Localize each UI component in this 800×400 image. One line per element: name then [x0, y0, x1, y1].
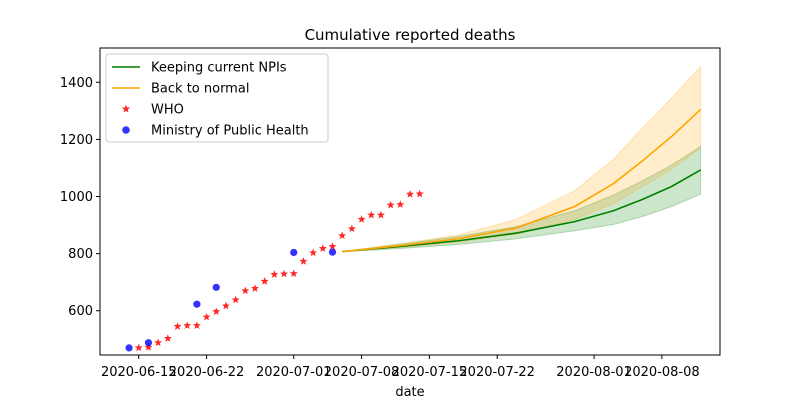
point-who — [251, 284, 259, 292]
x-tick-label: 2020-08-01 — [556, 365, 632, 380]
point-who — [406, 190, 414, 198]
y-tick-label: 800 — [68, 247, 93, 262]
point-who — [396, 200, 405, 208]
point-who — [415, 189, 424, 198]
x-tick-label: 2020-06-15 — [101, 365, 177, 380]
point-who — [328, 242, 337, 250]
x-tick-label: 2020-07-08 — [324, 365, 400, 380]
y-tick-label: 600 — [68, 304, 93, 319]
line-keeping-current-npis — [342, 169, 702, 253]
point-who — [260, 277, 269, 285]
point-who — [318, 244, 327, 252]
point-who — [163, 334, 172, 342]
point-who — [338, 231, 347, 240]
point-who — [192, 321, 201, 329]
point-who — [299, 257, 308, 265]
point-who — [367, 210, 376, 219]
axes-frame — [99, 47, 721, 356]
point-who — [280, 269, 289, 278]
legend: Keeping current NPIs Back to normal WHO Min… — [105, 53, 329, 143]
point-who — [221, 301, 230, 310]
point-who — [173, 322, 182, 330]
point-who — [183, 321, 192, 329]
chart-title: Cumulative reported deaths — [305, 26, 516, 44]
y-tick-label: 1000 — [60, 190, 93, 205]
x-tick-label: 2020-08-08 — [624, 365, 700, 380]
point-who — [202, 312, 211, 321]
point-ministry-of-public-health — [328, 248, 337, 256]
band-back-to-normal — [342, 65, 702, 253]
point-who — [154, 338, 163, 347]
point-ministry-of-public-health — [144, 339, 153, 347]
point-who — [347, 224, 356, 233]
legend-label-ministry-of-public-health: Ministry of Public Health — [151, 124, 309, 139]
legend-label-who: WHO — [151, 103, 184, 118]
x-axis-label: date — [395, 385, 424, 400]
point-ministry-of-public-health — [290, 248, 298, 257]
point-who — [241, 286, 250, 295]
point-who — [134, 343, 143, 352]
legend-marker-ministry-of-public-health — [122, 126, 130, 134]
legend-label-back-to-normal: Back to normal — [151, 82, 249, 97]
point-who — [270, 270, 279, 278]
y-tick-label: 1200 — [60, 133, 93, 148]
point-who — [212, 307, 221, 315]
x-tick-label: 2020-07-22 — [459, 365, 535, 380]
point-who — [386, 200, 395, 209]
point-ministry-of-public-health — [125, 344, 133, 352]
legend-box — [105, 53, 329, 143]
point-ministry-of-public-health — [193, 300, 201, 308]
x-tick-label: 2020-07-01 — [256, 365, 332, 380]
line-back-to-normal — [342, 108, 702, 253]
legend-marker-who — [121, 104, 131, 113]
point-who — [289, 269, 298, 278]
point-who — [357, 215, 366, 223]
point-ministry-of-public-health — [212, 283, 220, 291]
point-who — [231, 295, 240, 304]
point-who — [309, 248, 318, 257]
point-who — [376, 210, 385, 219]
y-tick-label: 1400 — [60, 76, 93, 91]
x-tick-label: 2020-07-15 — [392, 365, 468, 380]
x-tick-label: 2020-06-22 — [169, 365, 245, 380]
legend-label-keeping-current-npis: Keeping current NPIs — [151, 61, 287, 76]
point-who — [144, 343, 153, 351]
